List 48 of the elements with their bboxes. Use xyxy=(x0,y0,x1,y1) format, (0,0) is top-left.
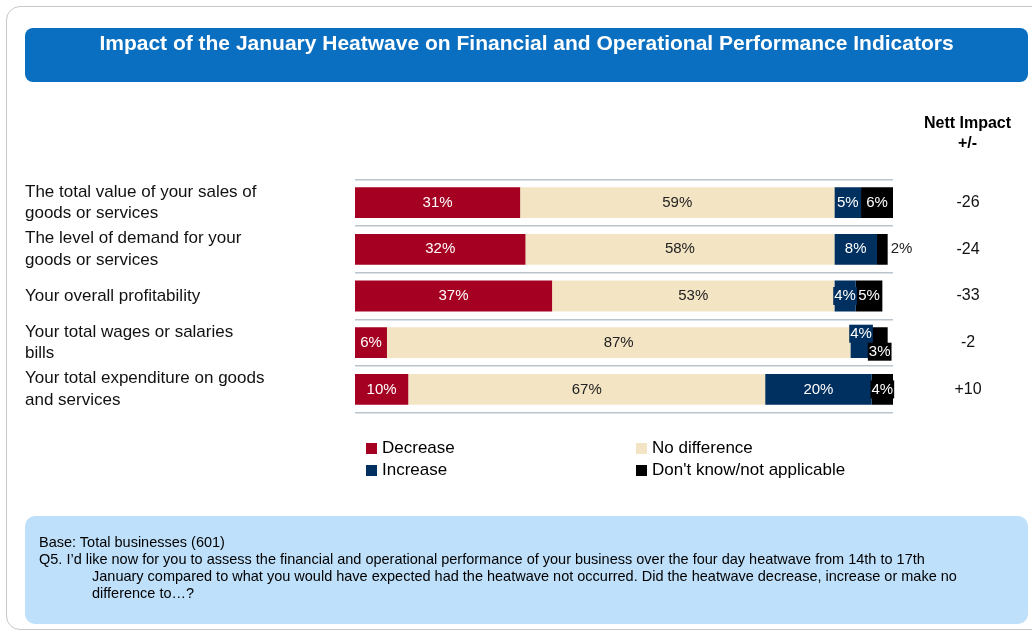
data-label: 8% xyxy=(844,239,867,257)
y-tick-label: The level of demand for your goods or services xyxy=(25,228,242,269)
text: -26 xyxy=(956,193,980,211)
data-label: 10% xyxy=(366,379,397,397)
y-tick-label: Your total wages or salaries bills xyxy=(25,321,234,363)
bar xyxy=(355,373,409,405)
text: Base: Total businesses (601) xyxy=(39,534,226,551)
text: -33 xyxy=(956,286,980,304)
bar xyxy=(355,233,526,265)
text: Nett Impact +/- xyxy=(922,113,1013,153)
text: -24 xyxy=(956,239,980,257)
bar xyxy=(355,187,521,219)
chart-title: Impact of the January Heatwave on Financial and Operational Performance Indicators xyxy=(25,28,1028,82)
data-label: 5% xyxy=(836,192,859,210)
y-tick-label: Your overall profitability xyxy=(25,285,201,305)
legend-label: No difference xyxy=(652,438,753,458)
data-label: 58% xyxy=(664,239,695,257)
data-label: 20% xyxy=(803,379,834,397)
bar xyxy=(355,280,553,312)
bar xyxy=(765,373,872,405)
legend-label: Increase xyxy=(382,460,448,480)
data-label: 37% xyxy=(438,286,469,304)
legend-label: Decrease xyxy=(382,438,455,458)
data-label: 2% xyxy=(890,239,913,257)
text: -2 xyxy=(960,333,976,351)
bar xyxy=(408,373,766,405)
data-label: 53% xyxy=(678,286,709,304)
y-tick-label: The total value of your sales of goods or services xyxy=(25,181,257,222)
y-tick-label: Your total expenditure on goods and services xyxy=(25,368,265,409)
data-label: 4% xyxy=(834,286,856,304)
bar xyxy=(552,280,835,312)
legend-label: Don't know/not applicable xyxy=(652,460,846,480)
bar xyxy=(520,187,835,219)
bar xyxy=(525,233,835,265)
data-label: 31% xyxy=(422,192,453,210)
data-label: 59% xyxy=(662,192,693,210)
data-label: 87% xyxy=(603,332,634,350)
bar xyxy=(834,233,878,265)
data-label: 6% xyxy=(866,192,888,210)
data-label: 67% xyxy=(571,379,602,397)
data-label: 5% xyxy=(858,286,880,304)
bar xyxy=(877,233,888,265)
data-label: 4% xyxy=(871,379,894,397)
data-label: 6% xyxy=(360,332,382,350)
data-label: 32% xyxy=(425,239,456,257)
text: +10 xyxy=(954,379,982,397)
data-label: 3% xyxy=(868,341,891,359)
text: Q5. I’d like now for you to assess the financial and operational performance of your business over the four day heatwave from 14th to 17th January compared to what you would have expected had the heatwave not occurred. Did the heatwave decrease, increase or make no difference to…? xyxy=(39,551,958,602)
